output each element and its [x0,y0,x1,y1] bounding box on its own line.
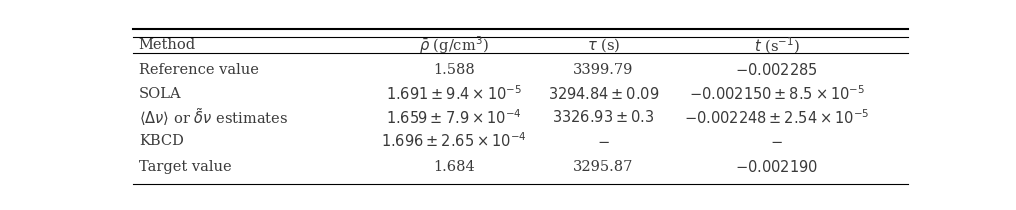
Text: $-0.002285$: $-0.002285$ [736,63,818,79]
Text: $\tau$ (s): $\tau$ (s) [586,37,620,54]
Text: 3399.79: 3399.79 [573,63,634,77]
Text: $3294.84 \pm 0.09$: $3294.84 \pm 0.09$ [548,86,659,102]
Text: $-$: $-$ [770,134,783,148]
Text: Reference value: Reference value [139,63,259,77]
Text: $1.659 \pm 7.9 \times 10^{-4}$: $1.659 \pm 7.9 \times 10^{-4}$ [386,108,521,127]
Text: SOLA: SOLA [139,87,182,101]
Text: Target value: Target value [139,160,232,175]
Text: $3326.93 \pm 0.3$: $3326.93 \pm 0.3$ [552,109,654,125]
Text: 1.588: 1.588 [433,63,474,77]
Text: $t$ (s$^{-1}$): $t$ (s$^{-1}$) [754,35,800,56]
Text: $1.691 \pm 9.4 \times 10^{-5}$: $1.691 \pm 9.4 \times 10^{-5}$ [386,85,522,103]
Text: KBCD: KBCD [139,134,184,148]
Text: $-0.002248 \pm 2.54 \times 10^{-5}$: $-0.002248 \pm 2.54 \times 10^{-5}$ [684,108,870,127]
Text: $-$: $-$ [597,134,610,148]
Text: $-0.002190$: $-0.002190$ [735,160,818,176]
Text: $1.696 \pm 2.65 \times 10^{-4}$: $1.696 \pm 2.65 \times 10^{-4}$ [381,131,526,150]
Text: Method: Method [139,38,196,52]
Text: $-0.002150 \pm 8.5 \times 10^{-5}$: $-0.002150 \pm 8.5 \times 10^{-5}$ [689,85,865,103]
Text: 1.684: 1.684 [433,160,474,175]
Text: 3295.87: 3295.87 [573,160,634,175]
Text: $\bar{\rho}$ (g/cm$^3$): $\bar{\rho}$ (g/cm$^3$) [419,35,489,56]
Text: $\langle\Delta\nu\rangle$ or $\tilde{\delta}\nu$ estimates: $\langle\Delta\nu\rangle$ or $\tilde{\de… [139,106,288,128]
